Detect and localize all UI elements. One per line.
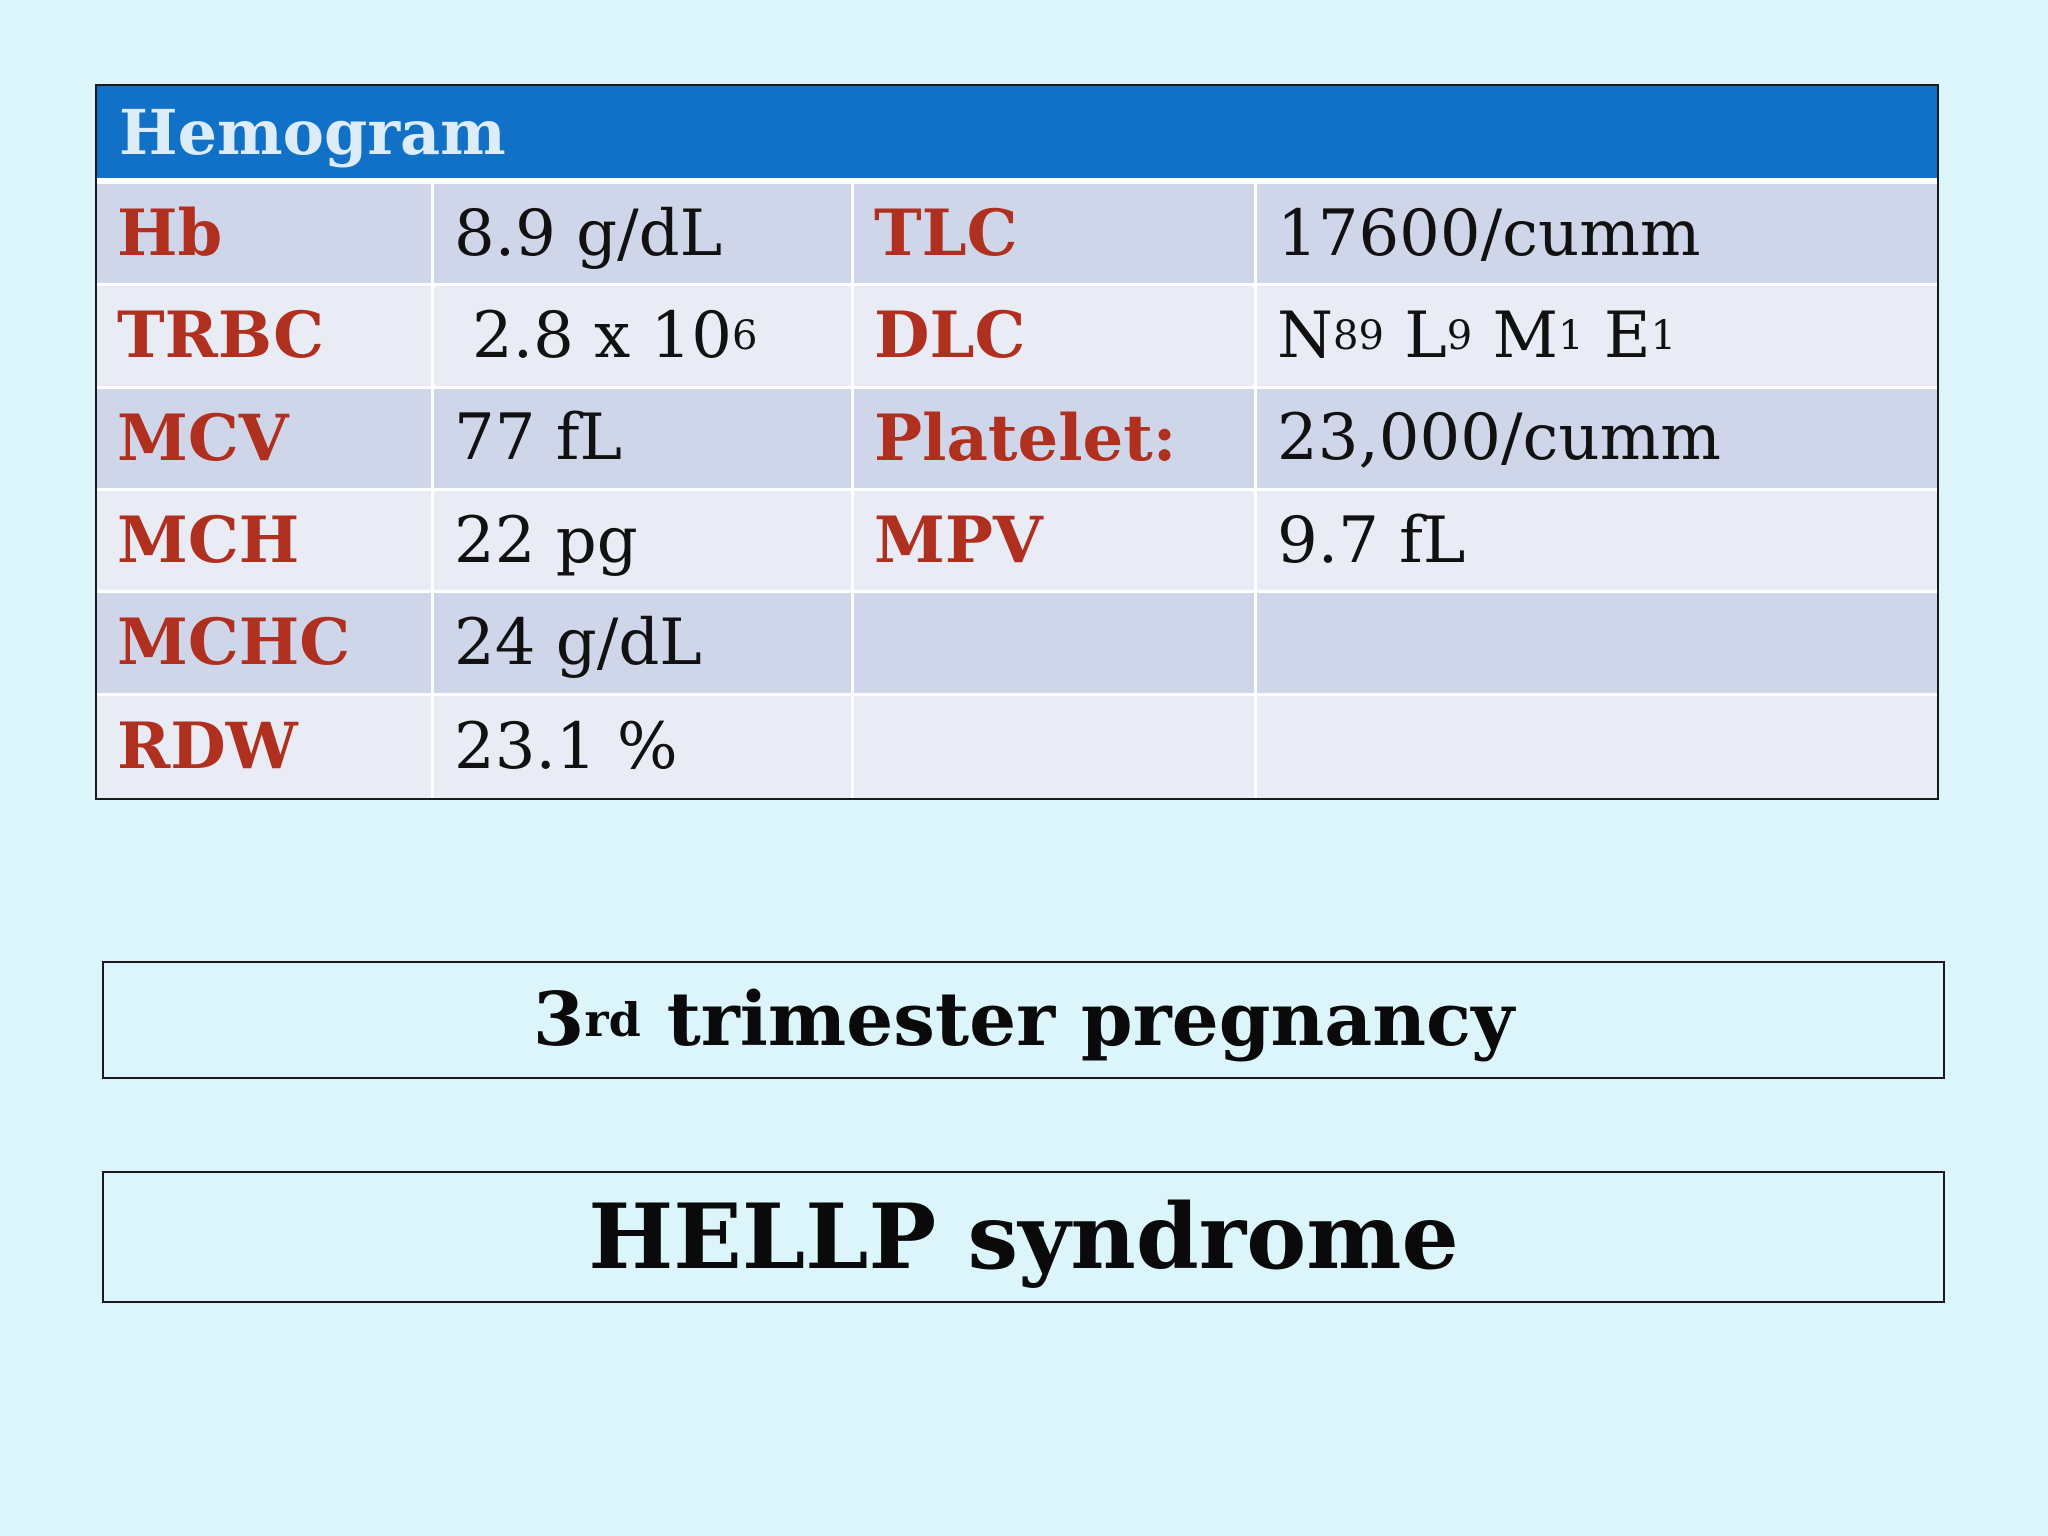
- param-mch: MCH: [97, 491, 434, 594]
- param-mcv: MCV: [97, 388, 434, 491]
- trimester-text: trimester pregnancy: [640, 977, 1515, 1063]
- table-title: Hemogram: [97, 86, 1937, 184]
- value-rdw: 23.1 %: [434, 695, 854, 798]
- param-hb: Hb: [97, 184, 434, 287]
- trimester-number: 3: [532, 977, 585, 1063]
- dlc-n: N: [1277, 298, 1333, 373]
- value-trbc-base: 2.8 x 10: [472, 298, 732, 373]
- value-tlc: 17600/cumm: [1257, 184, 1937, 287]
- value-trbc: 2.8 x 10 6: [434, 286, 854, 389]
- param-tlc: TLC: [854, 184, 1257, 287]
- value-mchc: 24 g/dL: [434, 593, 854, 696]
- param-platelet: Platelet:: [854, 388, 1257, 491]
- value-mpv: 9.7 fL: [1257, 491, 1937, 594]
- hemogram-table: Hemogram Hb 8.9 g/dL TLC 17600/cumm TRBC…: [95, 84, 1939, 800]
- diagnosis-text: HELLP syndrome: [588, 1184, 1459, 1290]
- dlc-e: E: [1603, 298, 1651, 373]
- value-platelet: 23,000/cumm: [1257, 388, 1937, 491]
- value-mcv: 77 fL: [434, 388, 854, 491]
- empty-cell: [1257, 695, 1937, 798]
- param-rdw: RDW: [97, 695, 434, 798]
- empty-cell: [1257, 593, 1937, 696]
- param-mchc: MCHC: [97, 593, 434, 696]
- dlc-m: M: [1492, 298, 1559, 373]
- empty-cell: [854, 593, 1257, 696]
- param-dlc: DLC: [854, 286, 1257, 389]
- value-hb: 8.9 g/dL: [434, 184, 854, 287]
- value-mch: 22 pg: [434, 491, 854, 594]
- empty-cell: [854, 695, 1257, 798]
- param-mpv: MPV: [854, 491, 1257, 594]
- diagnosis-box: HELLP syndrome: [102, 1171, 1945, 1303]
- param-trbc: TRBC: [97, 286, 434, 389]
- dlc-l: L: [1404, 298, 1447, 373]
